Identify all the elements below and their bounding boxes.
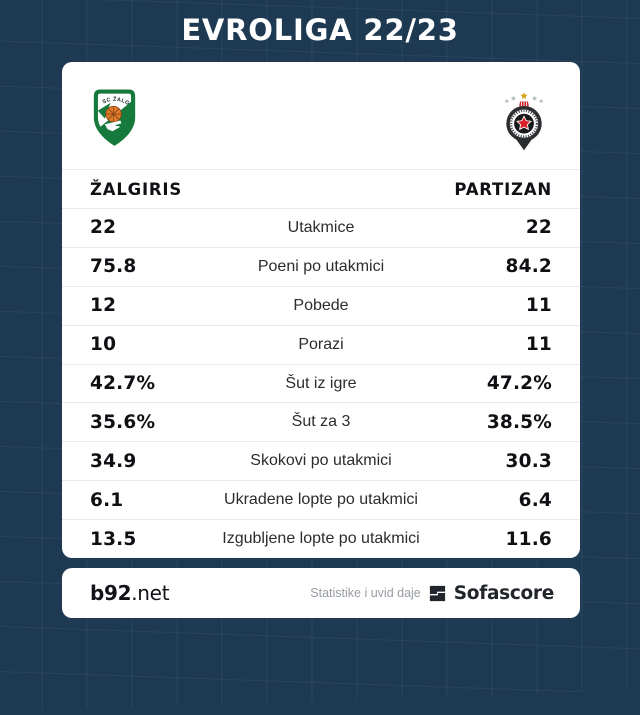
stat-row-poeni: Poeni po utakmici 75.8 84.2 — [62, 248, 580, 287]
away-value: 11.6 — [505, 528, 552, 550]
sofascore-wordmark: Sofascore — [453, 582, 555, 604]
stat-row-sut-iz-igre: Šut iz igre 42.7% 47.2% — [62, 365, 580, 404]
sofascore-icon — [429, 585, 445, 601]
away-value: 84.2 — [505, 256, 552, 278]
home-value: 6.1 — [90, 489, 124, 511]
stat-label: Ukradene lopte po utakmici — [224, 491, 418, 509]
stat-row-skokovi: Skokovi po utakmici 34.9 30.3 — [62, 442, 580, 482]
stat-label: Šut iz igre — [285, 374, 357, 392]
stat-row-sut-za-3: Šut za 3 35.6% 38.5% — [62, 403, 580, 443]
provider-credit: Statistike i uvid daje Sofascore — [310, 583, 554, 604]
home-value: 42.7% — [90, 373, 156, 394]
home-team-name: ŽALGIRIS — [90, 179, 183, 199]
stats-card: SC ŽALGIRIS — [62, 62, 580, 558]
stat-row-ukradene: Ukradene lopte po utakmici 6.1 6.4 — [62, 481, 580, 521]
page-title: EVROLIGA 22/23 — [181, 13, 459, 47]
stat-row-izgubljene: Izgubljene lopte po utakmici 13.5 11.6 — [62, 520, 580, 558]
away-value: 30.3 — [505, 450, 552, 472]
stat-row-porazi: Porazi 10 11 — [62, 326, 580, 365]
stat-label: Porazi — [298, 335, 344, 353]
away-value: 47.2% — [486, 373, 552, 394]
zalgiris-logo-icon: SC ŽALGIRIS — [91, 89, 136, 146]
stat-row-utakmice: Utakmice 22 22 — [62, 209, 580, 248]
stat-label: Skokovi po utakmici — [250, 452, 392, 470]
infographic-stage: EVROLIGA 22/23 SC ŽALGIRIS — [0, 0, 640, 621]
stats-rows: Utakmice 22 22 Poeni po utakmici 75.8 84… — [62, 209, 580, 558]
attribution-text: Statistike i uvid daje — [310, 586, 421, 600]
partizan-logo-icon — [504, 92, 544, 151]
home-value: 75.8 — [90, 256, 137, 278]
stat-label: Šut za 3 — [291, 413, 351, 431]
home-value: 35.6% — [90, 411, 156, 433]
stat-label: Utakmice — [287, 218, 355, 236]
away-value: 11 — [525, 295, 552, 317]
stat-label: Poeni po utakmici — [257, 257, 385, 275]
team-names-row: ŽALGIRIS PARTIZAN — [62, 169, 580, 209]
b92-logo-suffix: .net — [131, 581, 170, 605]
footer-bar: b92.net Statistike i uvid daje Sofascore — [62, 568, 580, 618]
b92-logo: b92.net — [90, 581, 170, 605]
stat-label: Pobede — [293, 296, 349, 314]
home-value: 34.9 — [90, 450, 137, 472]
home-value: 10 — [90, 334, 117, 356]
home-value: 22 — [90, 217, 117, 239]
away-value: 11 — [525, 334, 552, 356]
home-value: 13.5 — [90, 528, 137, 550]
away-value: 22 — [525, 217, 552, 239]
b92-logo-bold: b92 — [90, 581, 132, 605]
away-team-name: PARTIZAN — [454, 179, 552, 199]
stat-label: Izgubljene lopte po utakmici — [222, 530, 420, 548]
stat-row-pobede: Pobede 12 11 — [62, 287, 580, 326]
away-value: 38.5% — [486, 411, 552, 433]
team-logos-row: SC ŽALGIRIS — [62, 62, 580, 169]
away-value: 6.4 — [518, 489, 552, 511]
home-value: 12 — [90, 295, 117, 317]
